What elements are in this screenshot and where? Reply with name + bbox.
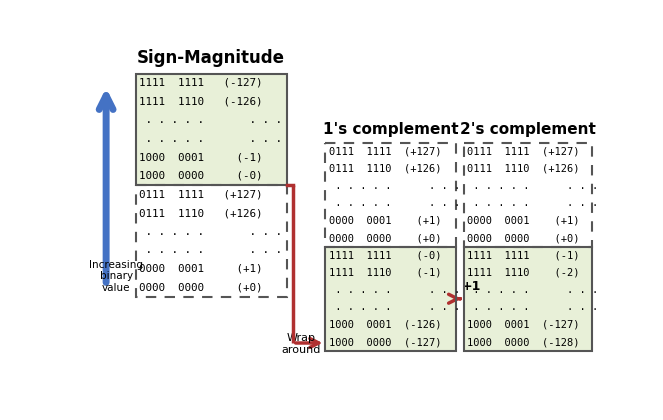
Text: 1111  1111   (-127): 1111 1111 (-127): [139, 78, 262, 88]
Text: Sign-Magnitude: Sign-Magnitude: [137, 49, 285, 67]
Text: . . . . .      . . .: . . . . . . . .: [467, 181, 599, 191]
Text: 2's complement: 2's complement: [460, 122, 596, 136]
Text: 1000  0001     (-1): 1000 0001 (-1): [139, 152, 262, 162]
Text: 1000  0000     (-0): 1000 0000 (-0): [139, 171, 262, 181]
Text: Wrap
around: Wrap around: [282, 333, 321, 354]
Text: 0000  0001    (+1): 0000 0001 (+1): [329, 216, 441, 226]
Text: 1000  0001  (-127): 1000 0001 (-127): [467, 320, 579, 330]
Bar: [326, 247, 455, 351]
Text: 0111  1111  (+127): 0111 1111 (+127): [329, 147, 441, 157]
Text: 0111  1111  (+127): 0111 1111 (+127): [467, 147, 579, 157]
Text: . . . . .      . . .: . . . . . . . .: [467, 198, 599, 208]
Text: 0000  0001    (+1): 0000 0001 (+1): [467, 216, 579, 226]
Text: 0000  0000    (+0): 0000 0000 (+0): [467, 233, 579, 243]
Bar: [464, 143, 592, 247]
Text: 1000  0001  (-126): 1000 0001 (-126): [329, 320, 441, 330]
Text: . . . . .      . . .: . . . . . . . .: [329, 198, 460, 208]
Text: +1: +1: [462, 280, 481, 293]
Text: 1111  1110   (-126): 1111 1110 (-126): [139, 97, 262, 106]
Text: . . . . .       . . .: . . . . . . . .: [139, 245, 282, 255]
Bar: [135, 185, 286, 297]
Text: . . . . .      . . .: . . . . . . . .: [329, 302, 460, 312]
Bar: [464, 247, 592, 351]
Text: 0000  0000     (+0): 0000 0000 (+0): [139, 283, 262, 292]
Bar: [135, 74, 286, 185]
Text: . . . . .      . . .: . . . . . . . .: [329, 285, 460, 295]
Text: 1111  1111    (-0): 1111 1111 (-0): [329, 250, 441, 260]
Bar: [326, 247, 455, 351]
Bar: [464, 247, 592, 351]
Text: 1111  1111    (-1): 1111 1111 (-1): [467, 250, 579, 260]
Text: . . . . .       . . .: . . . . . . . .: [139, 134, 282, 144]
Text: . . . . .       . . .: . . . . . . . .: [139, 227, 282, 237]
Bar: [464, 143, 592, 247]
Text: 1's complement: 1's complement: [323, 122, 458, 136]
Text: . . . . .      . . .: . . . . . . . .: [467, 302, 599, 312]
Text: . . . . .      . . .: . . . . . . . .: [329, 181, 460, 191]
Text: 1111  1110    (-1): 1111 1110 (-1): [329, 268, 441, 278]
Text: 0111  1110  (+126): 0111 1110 (+126): [329, 164, 441, 174]
Text: 0000  0001     (+1): 0000 0001 (+1): [139, 264, 262, 274]
Text: 1111  1110    (-2): 1111 1110 (-2): [467, 268, 579, 278]
Text: 0111  1111   (+127): 0111 1111 (+127): [139, 189, 262, 200]
Text: 0111  1110  (+126): 0111 1110 (+126): [467, 164, 579, 174]
Bar: [135, 74, 286, 185]
Text: . . . . .      . . .: . . . . . . . .: [467, 285, 599, 295]
Text: . . . . .       . . .: . . . . . . . .: [139, 115, 282, 125]
Text: 1000  0000  (-128): 1000 0000 (-128): [467, 337, 579, 347]
Text: 0000  0000    (+0): 0000 0000 (+0): [329, 233, 441, 243]
Bar: [326, 143, 455, 247]
Bar: [326, 143, 455, 247]
Text: 0111  1110   (+126): 0111 1110 (+126): [139, 208, 262, 218]
Text: Increasing
binary
value: Increasing binary value: [89, 260, 143, 293]
Text: 1000  0000  (-127): 1000 0000 (-127): [329, 337, 441, 347]
Bar: [135, 185, 286, 297]
